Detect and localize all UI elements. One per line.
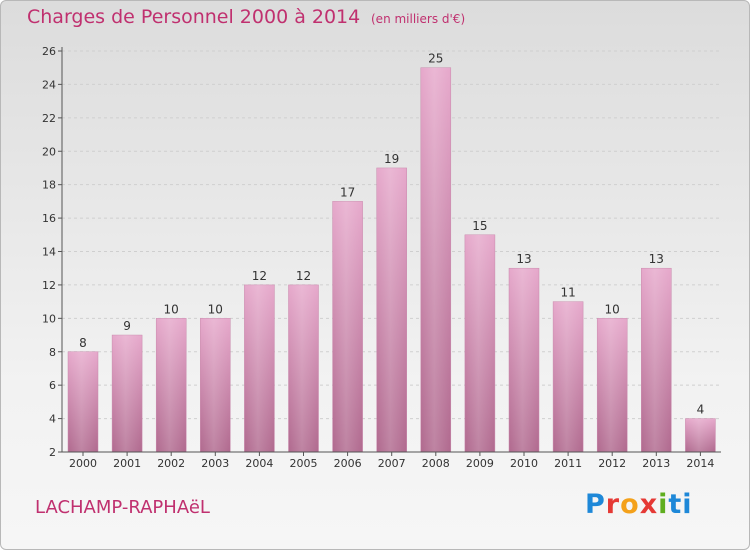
logo-letter: i	[682, 489, 693, 520]
x-tick-label: 2000	[69, 457, 97, 470]
x-tick-label: 2002	[157, 457, 185, 470]
y-tick-label: 2	[49, 446, 56, 459]
data-label: 12	[252, 269, 267, 283]
bar-highlight	[244, 284, 275, 452]
bar-highlight	[288, 284, 319, 452]
data-label: 8	[79, 336, 87, 350]
data-label: 13	[516, 252, 531, 266]
proxiti-logo[interactable]: Proxiti	[585, 489, 693, 520]
x-tick-label: 2003	[201, 457, 229, 470]
logo-letter: r	[605, 489, 621, 520]
y-tick-label: 20	[42, 145, 56, 158]
logo-letter: P	[585, 489, 606, 520]
y-tick-label: 6	[49, 379, 56, 392]
x-tick-label: 2006	[334, 457, 362, 470]
data-label: 11	[560, 286, 575, 300]
y-tick-label: 26	[42, 45, 56, 58]
logo-letter: x	[639, 489, 659, 520]
x-tick-label: 2004	[245, 457, 273, 470]
bar-highlight	[597, 318, 628, 452]
data-label: 12	[296, 269, 311, 283]
y-tick-label: 18	[42, 179, 56, 192]
data-label: 15	[472, 219, 487, 233]
y-tick-label: 8	[49, 346, 56, 359]
y-tick-label: 22	[42, 112, 56, 125]
x-tick-label: 2010	[510, 457, 538, 470]
x-tick-label: 2005	[290, 457, 318, 470]
bar-highlight	[420, 67, 451, 452]
x-tick-label: 2014	[686, 457, 714, 470]
data-label: 25	[428, 52, 443, 66]
data-label: 9	[123, 319, 131, 333]
y-tick-label: 16	[42, 212, 56, 225]
commune-name: LACHAMP-RAPHAëL	[35, 497, 210, 518]
x-tick-label: 2008	[422, 457, 450, 470]
logo-letter: i	[658, 489, 669, 520]
logo-letter: t	[668, 489, 683, 520]
x-tick-label: 2007	[378, 457, 406, 470]
bar-highlight	[464, 234, 495, 452]
chart-title: Charges de Personnel 2000 à 2014	[27, 6, 361, 28]
data-label: 10	[164, 302, 179, 316]
y-tick-label: 4	[49, 413, 56, 426]
y-tick-label: 10	[42, 312, 56, 325]
bar-highlight	[112, 335, 143, 452]
data-labels: 8 9 10 10 12 12 17 19 25 15 13 11 10 13 4	[79, 52, 704, 417]
bar-highlight	[685, 418, 716, 452]
y-tick-label: 24	[42, 78, 56, 91]
x-tick-label: 2009	[466, 457, 494, 470]
bar-highlight	[68, 351, 98, 452]
y-tick-label: 12	[42, 279, 56, 292]
bar-highlight	[376, 167, 407, 453]
y-tick-label: 14	[42, 246, 56, 259]
data-label: 17	[340, 185, 355, 199]
chart-subtitle: (en milliers d'€)	[371, 12, 466, 26]
bar-highlight	[553, 301, 584, 452]
bars	[67, 67, 716, 453]
data-label: 13	[649, 252, 664, 266]
data-label: 19	[384, 152, 399, 166]
x-tick-label: 2011	[554, 457, 582, 470]
x-tick-label: 2012	[598, 457, 626, 470]
bar-highlight	[332, 201, 363, 452]
x-tick-label: 2001	[113, 457, 141, 470]
data-label: 10	[605, 302, 620, 316]
x-tick-label: 2013	[642, 457, 670, 470]
data-label: 4	[697, 403, 705, 417]
bar-highlight	[509, 268, 539, 452]
bar-highlight	[200, 318, 231, 452]
data-label: 10	[208, 302, 223, 316]
logo-letter: o	[620, 489, 640, 520]
bar-highlight	[156, 318, 187, 452]
bar-highlight	[641, 268, 672, 452]
